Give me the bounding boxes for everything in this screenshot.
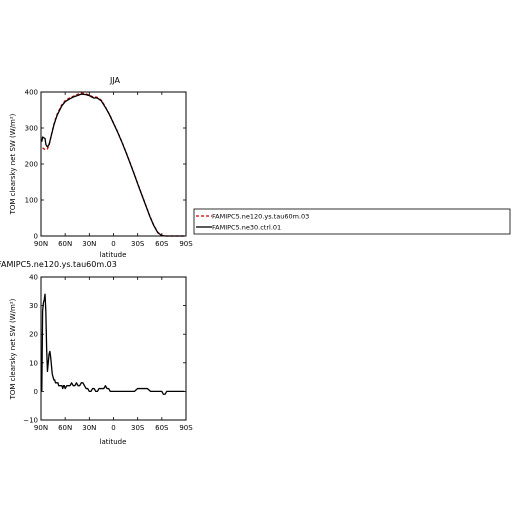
bottom-x-tick-label: 60N [58, 424, 72, 432]
bottom-y-tick-label: 10 [29, 359, 38, 367]
top-panel: JJA 90N 60N 30N 0 30S 60S 90S 0 100 200 300 400 lat… [9, 76, 193, 259]
bottom-x-axis-label: latitude [100, 438, 127, 446]
bottom-y-tick-label: −10 [23, 417, 38, 425]
top-y-tick-label: 300 [25, 125, 38, 133]
bottom-title: FAMIPC5.ne120.ys.tau60m.03 [0, 260, 117, 269]
bottom-plot-frame [40, 276, 187, 421]
bottom-x-tick-label: 30N [82, 424, 96, 432]
bottom-series-line-0 [41, 293, 185, 395]
top-x-tick-label: 60N [58, 240, 72, 248]
top-x-tick-label: 90S [179, 240, 193, 248]
legend-frame [193, 208, 511, 235]
top-y-axis-label: TOM clearsky net SW (W/m²) [9, 113, 17, 215]
top-x-tick-label: 0 [111, 240, 115, 248]
bottom-panel: FAMIPC5.ne120.ys.tau60m.03 90N 60N 30N 0 30S… [0, 260, 193, 446]
bottom-y-tick-label: 20 [29, 331, 38, 339]
legend: FAMIPC5.ne120.ys.tau60m.03 FAMIPC5.ne30.… [193, 208, 511, 235]
top-series-line-1 [41, 93, 185, 237]
top-x-tick-label: 30N [82, 240, 96, 248]
bottom-y-tick-label: 0 [34, 388, 38, 396]
top-y-tick-label: 400 [25, 89, 38, 97]
top-y-tick-label: 100 [25, 197, 38, 205]
bottom-x-tick-label: 90S [179, 424, 193, 432]
top-x-axis-label: latitude [100, 251, 127, 259]
top-plot-frame [40, 91, 187, 237]
bottom-x-tick-label: 30S [131, 424, 145, 432]
top-x-tick-label: 60S [155, 240, 169, 248]
top-x-tick-label: 90N [34, 240, 48, 248]
top-series-line-0 [42, 92, 185, 237]
legend-label-ne30: FAMIPC5.ne30.ctrl.01 [212, 224, 281, 232]
bottom-x-tick-label: 60S [155, 424, 169, 432]
bottom-y-tick-label: 40 [29, 274, 38, 282]
bottom-x-tick-label: 90N [34, 424, 48, 432]
top-y-tick-label: 0 [34, 233, 38, 241]
bottom-y-axis-label: TOM clearsky net SW (W/m²) [9, 298, 17, 400]
top-x-tick-label: 30S [131, 240, 145, 248]
bottom-y-tick-label: 30 [29, 302, 38, 310]
bottom-x-tick-label: 0 [111, 424, 115, 432]
legend-label-ne120: FAMIPC5.ne120.ys.tau60m.03 [212, 213, 309, 221]
top-y-tick-label: 200 [25, 161, 38, 169]
top-title: JJA [109, 76, 121, 85]
